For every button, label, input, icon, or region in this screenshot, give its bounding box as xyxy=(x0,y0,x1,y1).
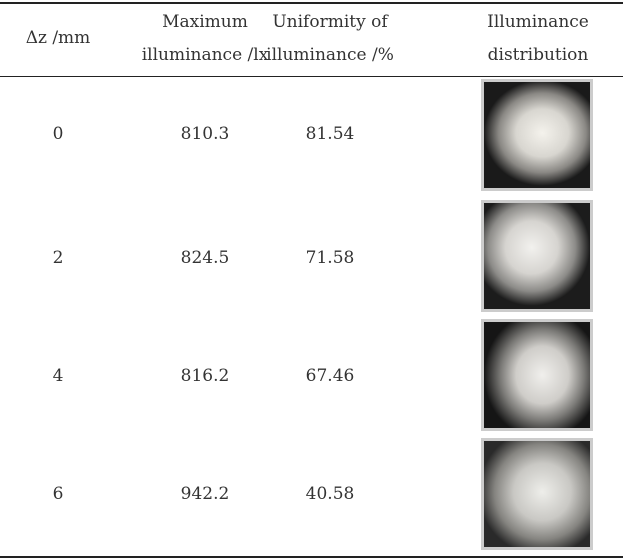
table: Δz /mmMaximumilluminance /lxUniformity o… xyxy=(0,0,623,560)
header-line: Δz /mm xyxy=(0,22,116,55)
header-cell: Δz /mm xyxy=(0,22,116,55)
table-cell: 4 xyxy=(0,360,116,393)
table-cell: 0 xyxy=(0,118,116,151)
bottom-rule xyxy=(0,556,623,558)
illuminance-image xyxy=(481,319,593,431)
header-line: Uniformity of xyxy=(250,6,410,39)
header-line: illuminance /% xyxy=(250,39,410,72)
header-line: Illuminance xyxy=(473,6,603,39)
table-cell: 6 xyxy=(0,478,116,511)
illuminance-image xyxy=(481,200,593,312)
table-cell: 81.54 xyxy=(250,118,410,151)
header-rule xyxy=(0,76,623,77)
header-line: distribution xyxy=(473,39,603,72)
table-cell: 2 xyxy=(0,242,116,275)
illuminance-image xyxy=(481,438,593,550)
table-cell: 40.58 xyxy=(250,478,410,511)
table-cell: 67.46 xyxy=(250,360,410,393)
table-cell: 71.58 xyxy=(250,242,410,275)
top-rule xyxy=(0,2,623,4)
illuminance-image xyxy=(481,79,593,191)
